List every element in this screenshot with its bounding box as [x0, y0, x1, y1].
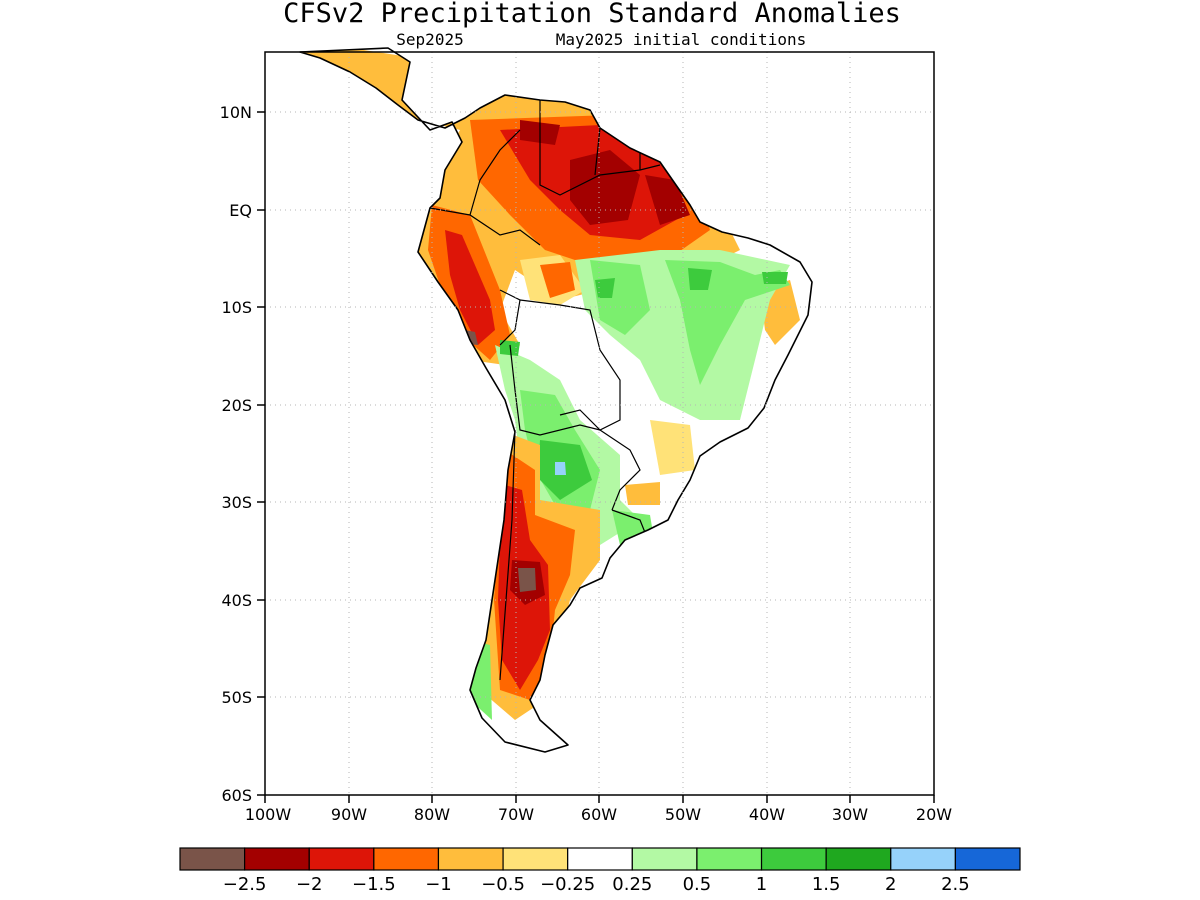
- colorbar-swatch: [890, 847, 956, 871]
- lon-label-60w: 60W: [581, 805, 617, 824]
- lat-axis: [257, 111, 265, 796]
- colorbar-swatch: [696, 847, 763, 871]
- lat-label-30s: 30S: [221, 493, 252, 512]
- colorbar-swatch: [437, 847, 504, 871]
- colorbar-label: −0.25: [540, 874, 595, 895]
- colorbar-label: 2.5: [941, 874, 970, 895]
- lat-label-40s: 40S: [221, 591, 252, 610]
- map-subtitle-valid-month: Sep2025: [396, 30, 463, 49]
- colorbar-label: 0.5: [683, 874, 712, 895]
- lat-label-eq: EQ: [229, 201, 252, 220]
- colorbar-swatch: [244, 847, 310, 871]
- colorbar-label: 1: [756, 874, 767, 895]
- lon-label-100w: 100W: [245, 805, 292, 824]
- lon-label-20w: 20W: [916, 805, 952, 824]
- colorbar-label: −1.5: [352, 874, 396, 895]
- colorbar-swatch: [954, 847, 1021, 871]
- colorbar: −2.5 −2 −1.5 −1 −0.5 −0.25 0.25 0.5 1 1.5 2 2.5: [179, 847, 1021, 895]
- colorbar-label: 2: [885, 874, 896, 895]
- lon-axis: [264, 795, 935, 803]
- colorbar-label: −2: [296, 874, 323, 895]
- colorbar-label: 1.5: [812, 874, 841, 895]
- lon-label-30w: 30W: [832, 805, 868, 824]
- colorbar-swatch: [567, 847, 633, 871]
- lon-label-50w: 50W: [665, 805, 701, 824]
- lat-label-20s: 20S: [221, 396, 252, 415]
- colorbar-swatch: [825, 847, 892, 871]
- colorbar-swatch: [631, 847, 698, 871]
- lat-label-10n: 10N: [220, 103, 252, 122]
- colorbar-swatch: [760, 847, 827, 871]
- lon-label-70w: 70W: [498, 805, 534, 824]
- anomaly-shading: [300, 48, 800, 720]
- map-subtitle-initial-conditions: May2025 initial conditions: [556, 30, 806, 49]
- colorbar-label: −1: [425, 874, 452, 895]
- lat-label-50s: 50S: [221, 688, 252, 707]
- colorbar-swatch: [373, 847, 440, 871]
- colorbar-label: −2.5: [223, 874, 267, 895]
- lon-label-80w: 80W: [414, 805, 450, 824]
- colorbar-label: 0.25: [612, 874, 652, 895]
- lon-label-90w: 90W: [331, 805, 367, 824]
- colorbar-swatch: [502, 847, 569, 871]
- lon-label-40w: 40W: [749, 805, 785, 824]
- lat-label-60s: 60S: [221, 786, 252, 805]
- colorbar-swatch: [308, 847, 375, 871]
- colorbar-swatch: [179, 847, 246, 871]
- colorbar-label: −0.5: [481, 874, 525, 895]
- lat-label-10s: 10S: [221, 298, 252, 317]
- map-title: CFSv2 Precipitation Standard Anomalies: [283, 0, 901, 29]
